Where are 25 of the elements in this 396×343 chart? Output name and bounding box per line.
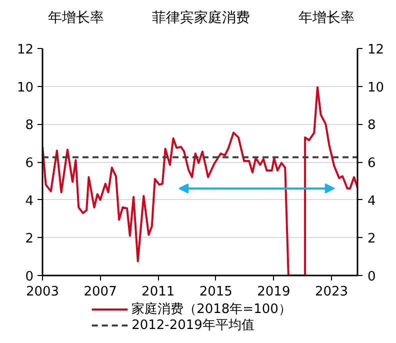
y-tick-label: 10	[16, 80, 34, 96]
y2-tick-label: 4	[368, 194, 376, 209]
x-tick-label: 2019	[257, 284, 290, 300]
chart-title: 菲律宾家庭消费	[152, 10, 250, 26]
y-tick-label: 8	[25, 118, 34, 134]
legend-label: 家庭消费（2018年=100）	[132, 301, 292, 317]
y2-tick-label: 12	[368, 42, 384, 58]
y2-tick-label: 10	[368, 80, 384, 96]
x-tick-label: 2003	[26, 284, 60, 300]
y-tick-label: 2	[25, 232, 34, 247]
y2-tick-label: 0	[368, 270, 376, 284]
x-tick-label: 2023	[314, 284, 348, 300]
y-axis-title: 年增长率	[48, 10, 104, 26]
x-tick-label: 2015	[199, 284, 232, 300]
x-tick-label: 2007	[84, 284, 117, 300]
y-tick-label: 0	[25, 270, 34, 284]
y-tick-label: 12	[16, 42, 34, 58]
x-tick-label: 2011	[142, 284, 175, 300]
legend-label: 2012-2019年平均值	[132, 318, 254, 333]
y2-tick-label: 2	[368, 232, 376, 247]
y-tick-label: 6	[25, 156, 34, 171]
y2-axis-title: 年增长率	[298, 10, 354, 26]
y-tick-label: 4	[25, 194, 34, 209]
y2-tick-label: 8	[368, 118, 376, 134]
y2-tick-label: 6	[368, 156, 376, 171]
